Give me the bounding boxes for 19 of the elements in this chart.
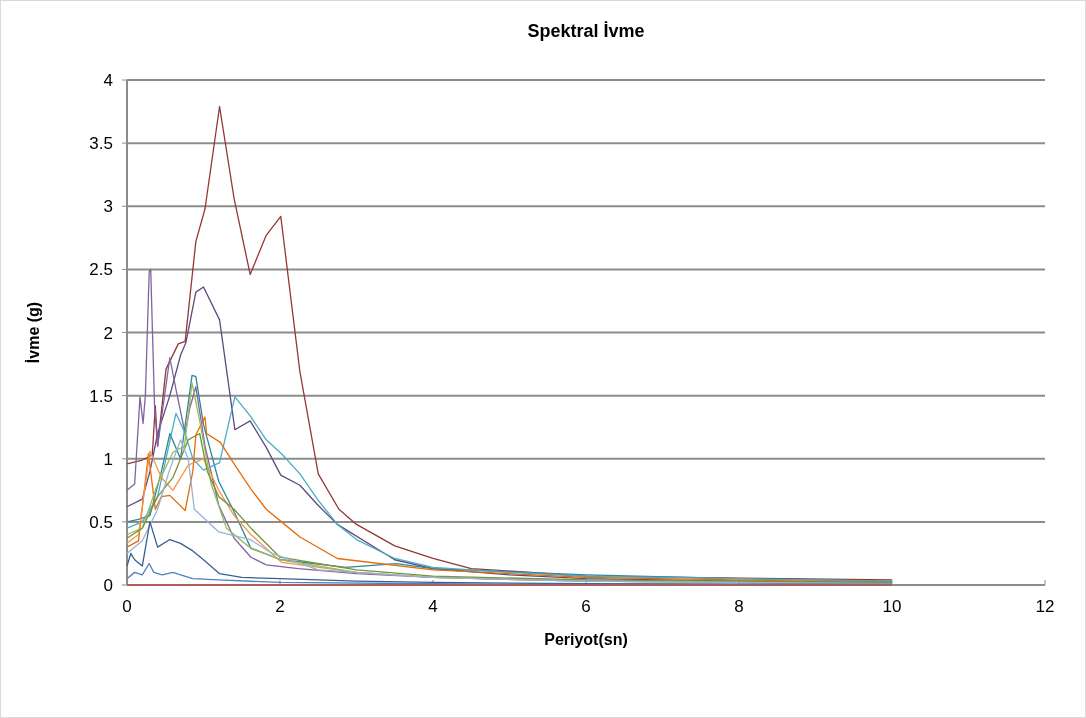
y-tick-label: 4: [103, 71, 113, 90]
y-tick-label: 1.5: [89, 386, 113, 406]
x-tick-label: 12: [1035, 597, 1055, 616]
y-tick-label: 3: [103, 197, 113, 217]
x-tick-label: 6: [581, 597, 591, 616]
y-tick-label: 3.5: [89, 134, 113, 154]
y-tick-label: 0.5: [89, 512, 113, 532]
chart-title: Spektral İvme: [527, 21, 645, 41]
x-axis-title: Periyot(sn): [544, 631, 628, 648]
x-tick-label: 0: [122, 597, 132, 616]
y-tick-label: 1: [103, 449, 113, 469]
y-tick-label: 2.5: [89, 260, 113, 280]
y-tick-label: 2: [103, 323, 113, 343]
x-tick-label: 8: [734, 597, 744, 616]
y-tick-label: 0: [103, 576, 113, 595]
y-axis-title: İvme (g): [25, 301, 42, 364]
x-tick-label: 4: [428, 597, 438, 616]
x-tick-label: 10: [882, 597, 902, 616]
x-tick-label: 2: [275, 597, 285, 616]
